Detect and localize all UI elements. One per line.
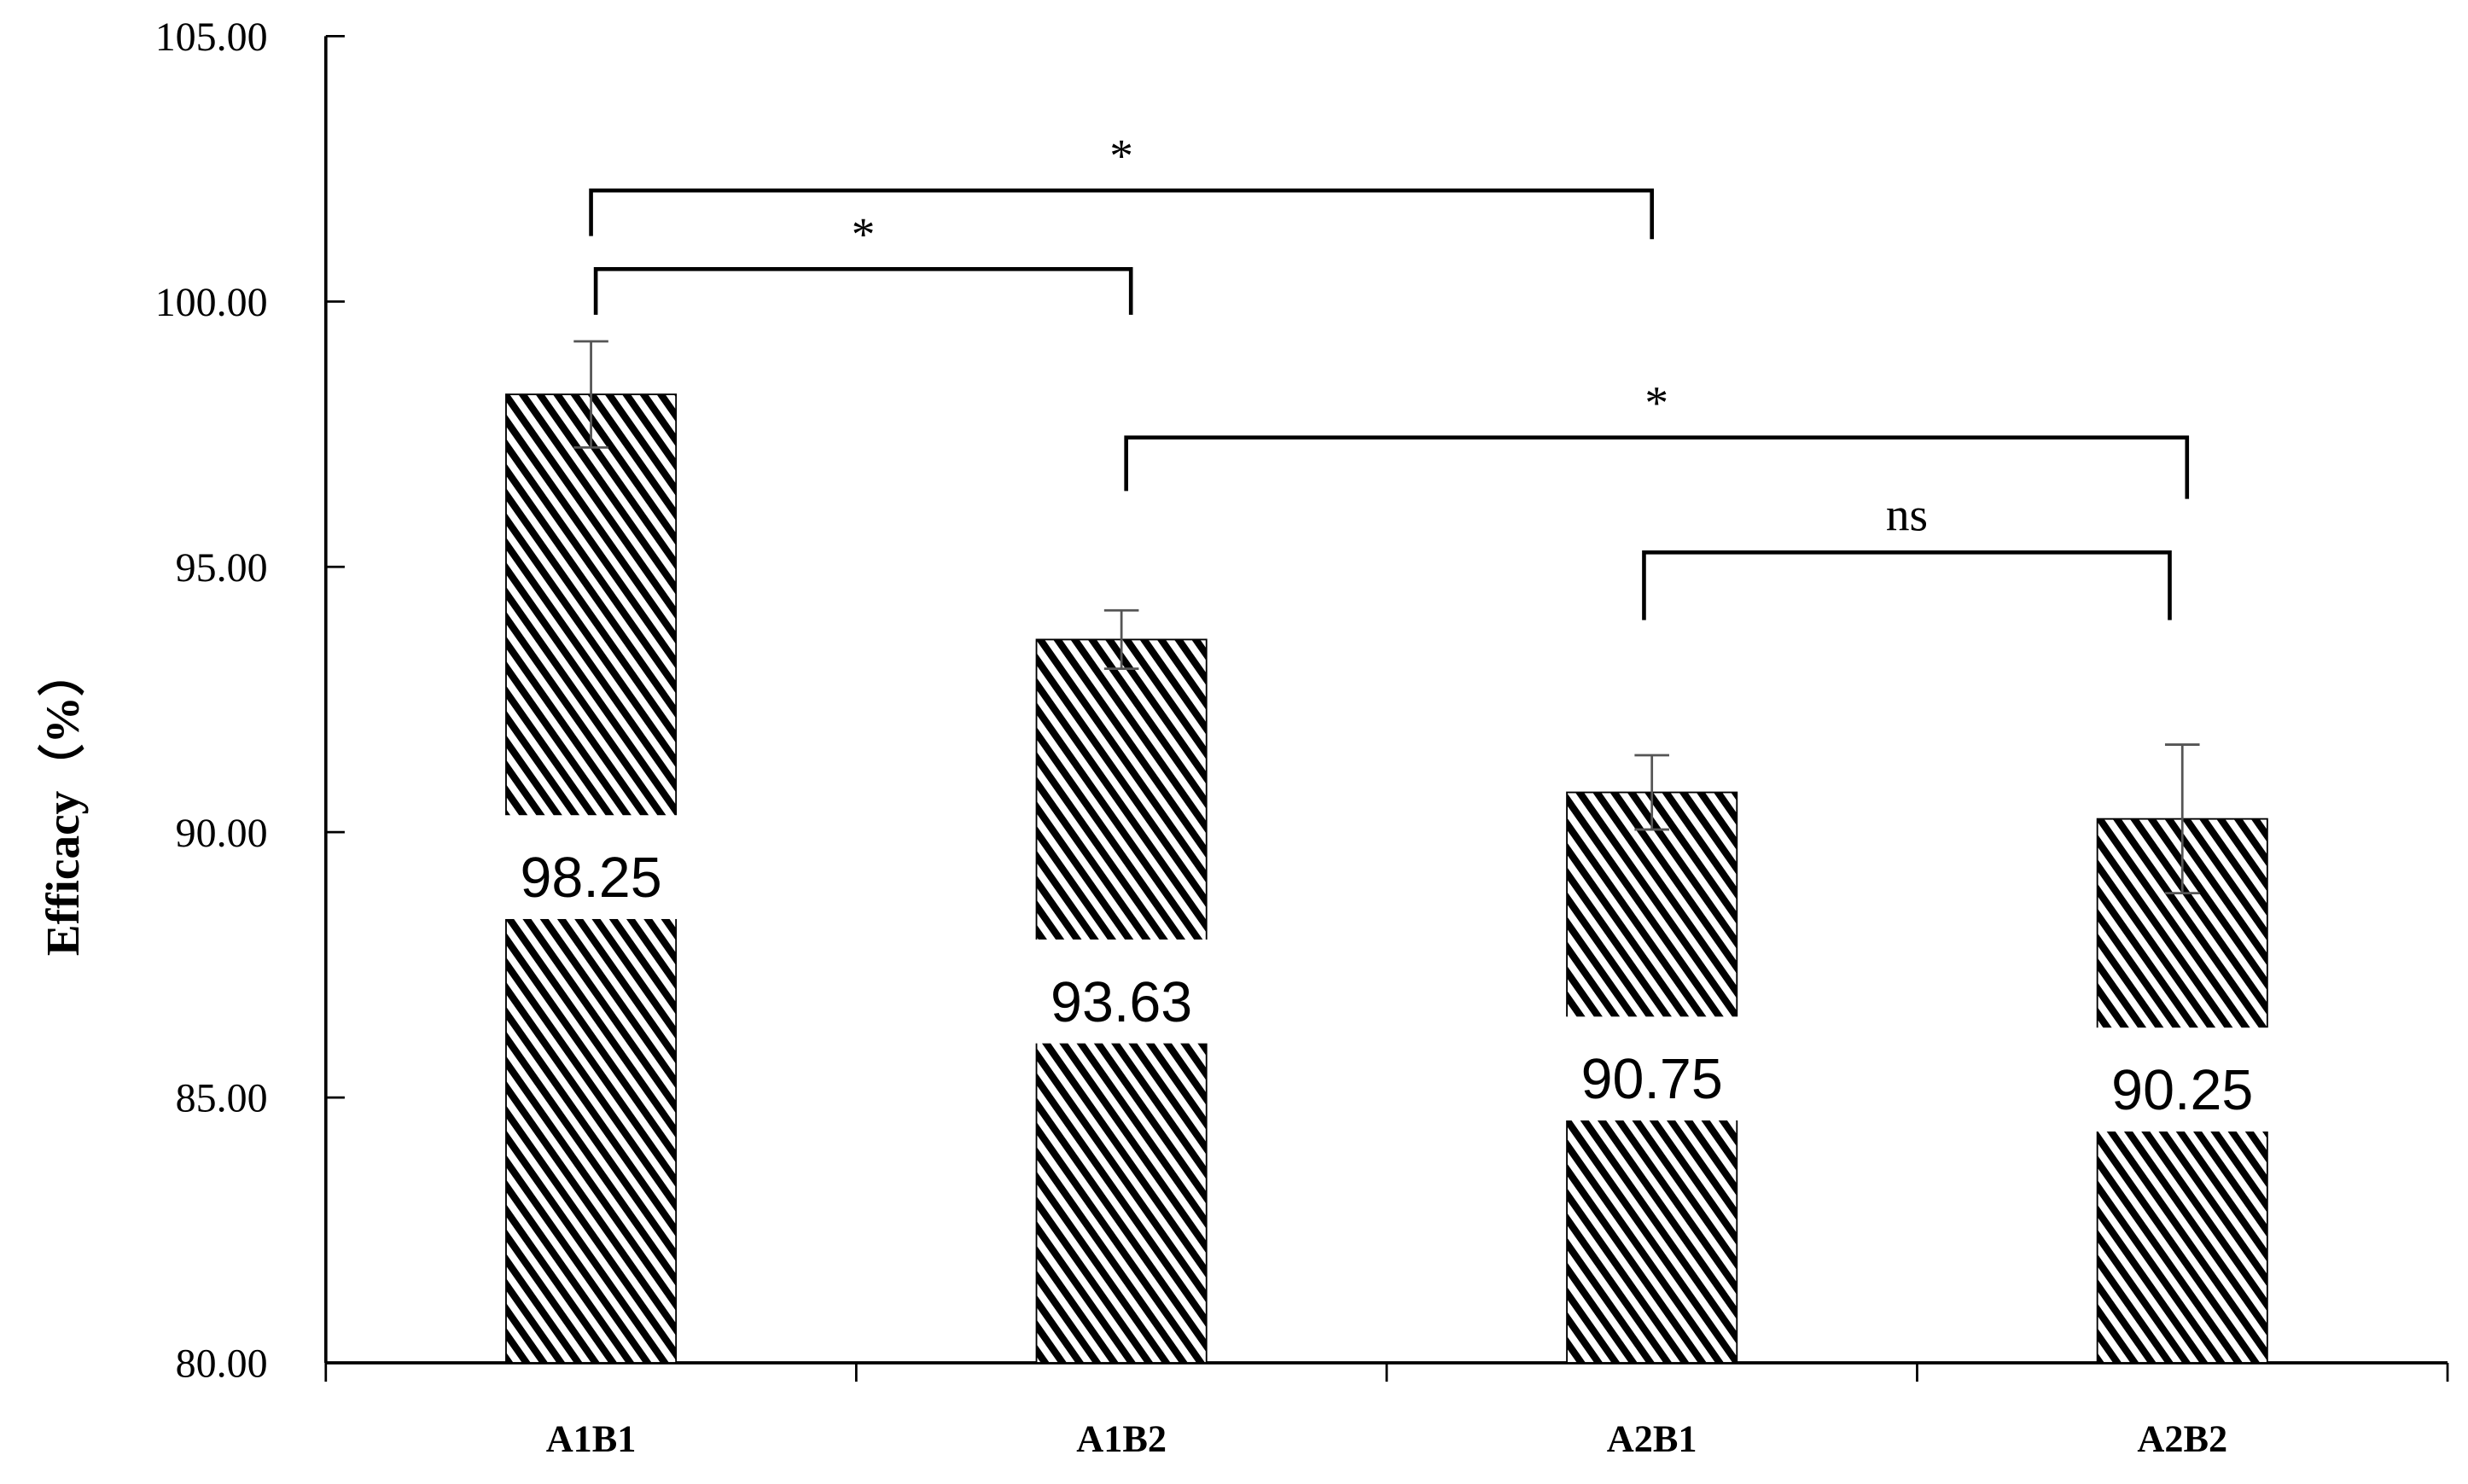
significance-asterisk: * [852, 208, 876, 260]
bar-value-label: 98.25 [521, 847, 662, 910]
y-tick-label: 80.00 [176, 1341, 268, 1387]
bar-value-label: 90.25 [2111, 1059, 2253, 1122]
y-tick-label: 95.00 [176, 545, 268, 591]
y-axis: 80.00 85.00 90.00 95.00 100.00 105.00 [155, 15, 345, 1387]
x-tick-label: A1B1 [546, 1417, 637, 1459]
significance-asterisk: * [1644, 377, 1668, 429]
significance-bracket: * [1124, 377, 2190, 499]
significance-bracket: * [593, 208, 1133, 315]
ns-label: ns [1886, 488, 1928, 540]
significance-bracket: ns [1642, 488, 2172, 620]
bar-value-label: 90.75 [1581, 1048, 1723, 1111]
y-axis-title: Efficacy（%） [37, 649, 89, 956]
significance-brackets: * * * ns [589, 130, 2190, 620]
y-tick-label: 85.00 [176, 1076, 268, 1121]
y-tick-label: 105.00 [155, 15, 268, 60]
bar-a1b1: 98.25 [503, 340, 679, 1364]
bars: 98.25 93.63 90.75 90.25 [503, 340, 2271, 1364]
significance-asterisk: * [1109, 130, 1133, 182]
bar-a2b2: 90.25 [2093, 743, 2271, 1364]
significance-bracket: * [589, 130, 1654, 240]
bar-a1b2: 93.63 [1033, 608, 1210, 1364]
x-tick-label: A2B2 [2137, 1417, 2227, 1459]
x-axis: A1B1 A1B2 A2B1 A2B2 [324, 1361, 2449, 1459]
bar-a2b1: 90.75 [1563, 754, 1740, 1364]
x-tick-label: A2B1 [1607, 1417, 1697, 1459]
bar-value-label: 93.63 [1051, 971, 1192, 1034]
y-tick-label: 90.00 [176, 811, 268, 856]
y-tick-label: 100.00 [155, 280, 268, 325]
x-tick-label: A1B2 [1076, 1417, 1167, 1459]
